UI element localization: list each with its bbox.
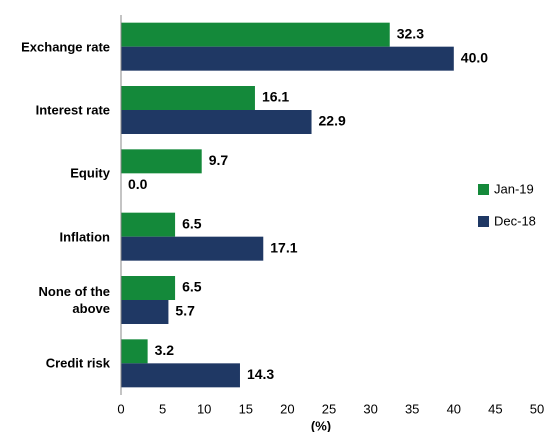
- value-label: 3.2: [155, 342, 175, 358]
- x-tick-label: 30: [363, 401, 377, 416]
- x-tick-label: 45: [488, 401, 502, 416]
- value-label: 6.5: [182, 279, 202, 295]
- legend-label: Jan-19: [494, 181, 534, 196]
- legend-swatch: [478, 184, 489, 195]
- bar: [121, 46, 454, 71]
- y-tick-label: Interest rate: [35, 102, 110, 118]
- value-label: 5.7: [175, 303, 195, 319]
- bar: [121, 236, 264, 261]
- bar: [121, 86, 255, 110]
- value-label: 16.1: [262, 89, 289, 105]
- y-tick-label: Exchange rate: [21, 39, 110, 55]
- bar: [121, 300, 169, 324]
- bar: [121, 149, 202, 174]
- y-tick-label: None of the above: [38, 284, 111, 316]
- x-tick-label: 40: [447, 401, 461, 416]
- bar: [121, 339, 148, 364]
- value-label: 14.3: [247, 366, 274, 382]
- bar: [121, 212, 176, 237]
- value-label: 32.3: [397, 25, 424, 41]
- x-tick-label: 15: [239, 401, 253, 416]
- value-label: 17.1: [270, 239, 297, 255]
- y-tick-label: Inflation: [59, 229, 110, 245]
- value-label: 40.0: [461, 49, 488, 65]
- bar: [121, 22, 390, 47]
- x-tick-label: 50: [530, 401, 544, 416]
- bar: [121, 276, 176, 300]
- value-label: 9.7: [209, 152, 229, 168]
- x-tick-label: 25: [322, 401, 336, 416]
- bar: [121, 110, 312, 134]
- x-tick-label: 20: [280, 401, 294, 416]
- y-tick-label: Equity: [70, 165, 110, 181]
- value-label: 6.5: [182, 215, 202, 231]
- x-tick-label: 5: [159, 401, 166, 416]
- x-tick-label: 10: [197, 401, 211, 416]
- legend-label: Dec-18: [494, 213, 536, 228]
- x-axis-label: (%): [311, 418, 331, 432]
- x-tick-label: 35: [405, 401, 419, 416]
- y-tick-label: Credit risk: [45, 355, 110, 371]
- legend-swatch: [478, 216, 489, 227]
- bar: [121, 363, 240, 388]
- value-label: 0.0: [128, 176, 148, 192]
- value-label: 22.9: [319, 113, 346, 129]
- x-tick-label: 0: [117, 401, 124, 416]
